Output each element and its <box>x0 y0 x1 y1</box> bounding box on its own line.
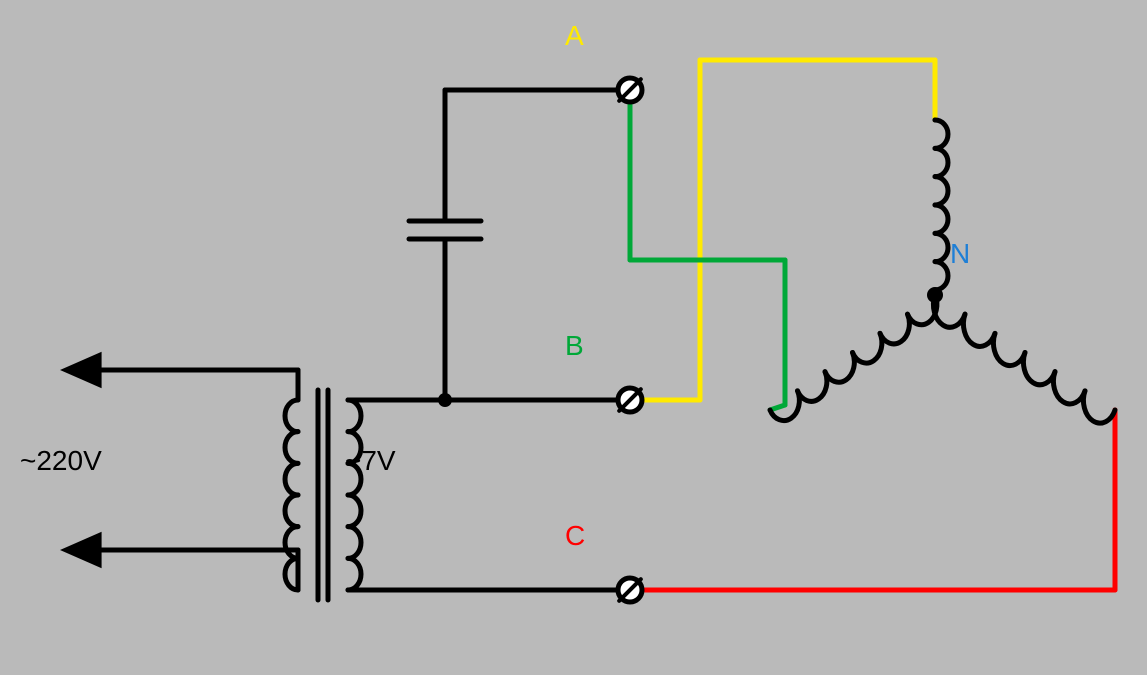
label-terminal-c: C <box>565 520 585 552</box>
label-secondary-voltage: ~7V <box>345 445 396 477</box>
label-terminal-a: A <box>565 20 584 52</box>
label-neutral-n: N <box>950 238 970 270</box>
label-terminal-b: B <box>565 330 584 362</box>
label-primary-voltage: ~220V <box>20 445 102 477</box>
